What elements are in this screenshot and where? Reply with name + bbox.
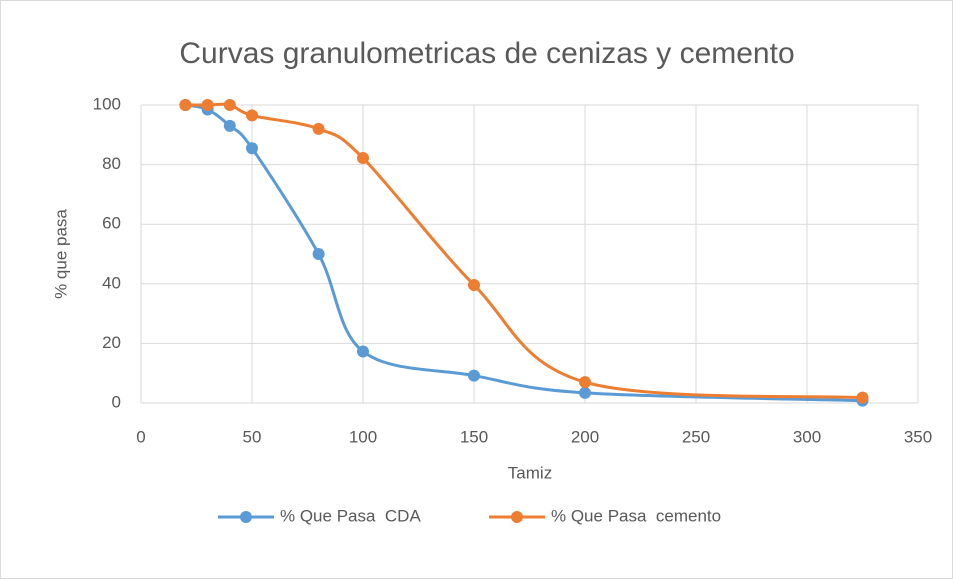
data-point <box>357 345 369 358</box>
y-tick-label: 100 <box>93 94 121 113</box>
chart-title: Curvas granulometricas de cenizas y ceme… <box>179 37 794 70</box>
y-tick-label: 60 <box>102 214 121 233</box>
x-tick-label: 50 <box>243 427 262 446</box>
data-point <box>856 391 869 404</box>
y-tick-label: 20 <box>102 333 121 352</box>
data-point <box>357 152 369 165</box>
x-tick-label: 0 <box>136 427 145 446</box>
y-tick-label: 80 <box>102 154 121 173</box>
y-tick-label: 0 <box>112 392 121 411</box>
data-point <box>579 376 591 389</box>
data-point <box>246 109 258 122</box>
x-tick-label: 200 <box>571 427 599 446</box>
data-point <box>223 99 236 111</box>
x-tick-label: 350 <box>904 427 932 446</box>
legend-label: % Que Pasa cemento <box>551 506 721 525</box>
data-point <box>223 119 236 132</box>
data-point <box>468 278 480 291</box>
x-tick-label: 250 <box>682 427 710 446</box>
x-axis-label: Tamiz <box>508 463 552 482</box>
legend-marker <box>240 511 252 523</box>
y-axis-label: % que pasa <box>51 209 70 299</box>
x-tick-label: 150 <box>460 427 488 446</box>
legend-marker <box>511 511 523 523</box>
data-point <box>579 386 591 399</box>
x-tick-label: 100 <box>349 427 377 446</box>
y-tick-label: 40 <box>102 273 121 292</box>
data-point <box>468 369 480 382</box>
data-point <box>201 99 214 111</box>
data-point <box>312 248 325 260</box>
series-line <box>185 103 863 403</box>
data-point <box>312 122 325 135</box>
x-tick-label: 300 <box>793 427 821 446</box>
data-point <box>246 142 258 155</box>
data-point <box>179 99 192 111</box>
legend-label: % Que Pasa CDA <box>280 506 421 525</box>
